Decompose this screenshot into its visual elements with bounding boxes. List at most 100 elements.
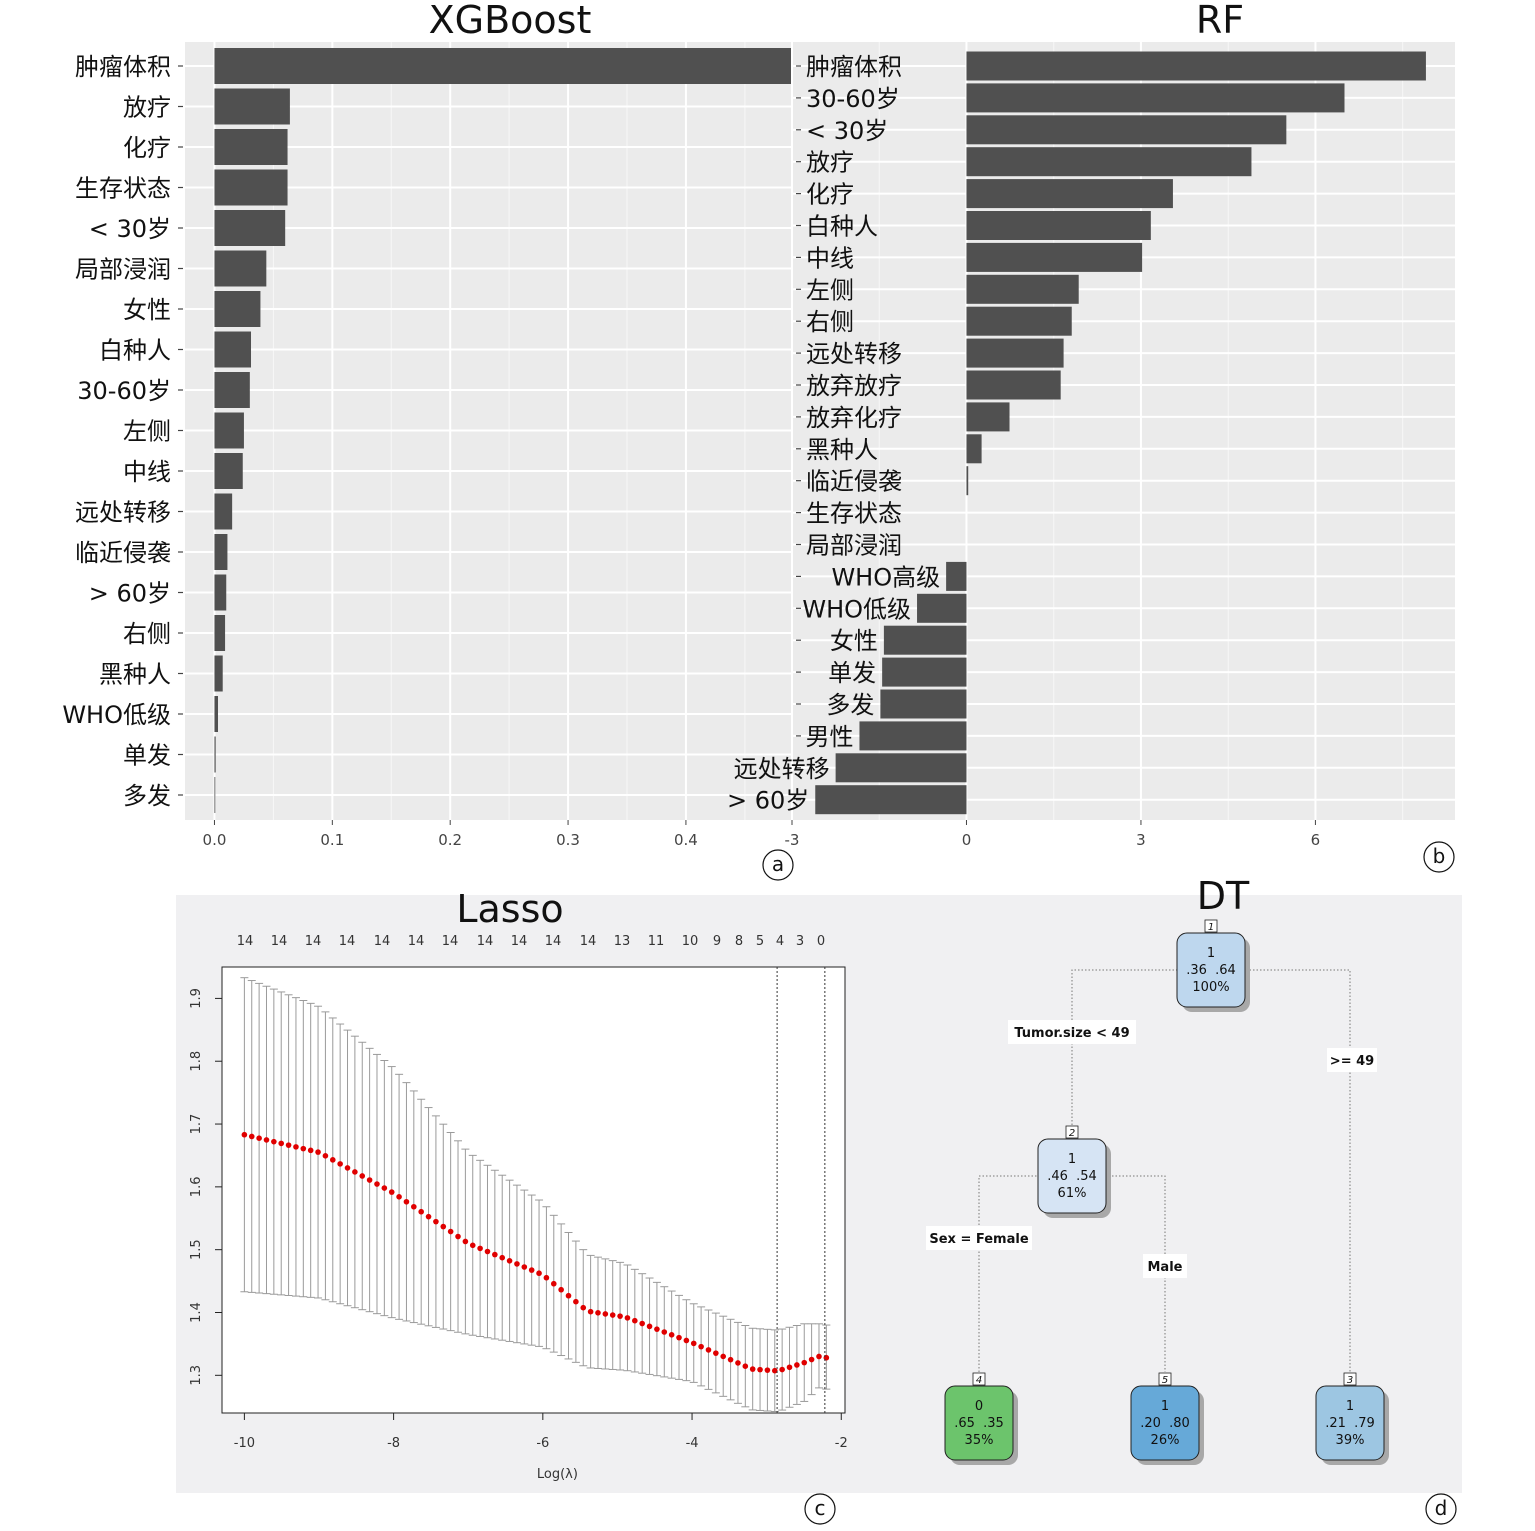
xgb-bar	[214, 412, 244, 449]
lasso-point	[764, 1367, 771, 1373]
dt-node-probs: .46 .54	[1047, 1169, 1097, 1184]
lasso-top-axis-label: 3	[796, 934, 804, 949]
dt-node-id: 3	[1347, 1375, 1353, 1386]
rf-x-tick-label: -3	[785, 831, 800, 849]
rf-bar	[882, 657, 967, 687]
lasso-point	[447, 1228, 454, 1235]
panel-marker-b: b	[1423, 841, 1455, 873]
xgb-category-label: 30-60岁	[77, 377, 171, 405]
lasso-point	[455, 1233, 461, 1240]
xgb-category-label: 黑种人	[99, 661, 171, 689]
rf-category-label: WHO低级	[802, 595, 911, 623]
lasso-point	[639, 1320, 645, 1327]
panel-marker-d: d	[1425, 1493, 1457, 1525]
lasso-point	[536, 1270, 542, 1277]
lasso-title: Lasso	[456, 887, 563, 931]
rf-bar	[966, 370, 1061, 400]
rf-category-label: 远处转移	[734, 755, 830, 783]
lasso-point	[558, 1286, 564, 1293]
decision-tree-chart: Tumor.size < 49 >= 49 Sex = Female Male 1 1 .3…	[926, 919, 1389, 1465]
lasso-point	[661, 1329, 668, 1335]
rf-bar	[883, 625, 967, 655]
lasso-point	[388, 1189, 395, 1195]
lasso-point	[565, 1292, 572, 1299]
panel-marker-c: c	[804, 1493, 836, 1525]
lasso-x-tick-label: -4	[686, 1436, 699, 1451]
lasso-point	[550, 1280, 557, 1287]
xgb-category-label: 局部浸润	[75, 256, 171, 284]
rf-category-label: > 60岁	[727, 787, 809, 815]
lasso-point	[742, 1363, 749, 1369]
xgb-bar	[214, 291, 261, 327]
lasso-point	[484, 1248, 491, 1255]
lasso-x-tick-label: -8	[387, 1436, 400, 1451]
lasso-point	[381, 1185, 388, 1191]
lasso-point	[573, 1298, 579, 1305]
dt-node-id-box	[1065, 1125, 1079, 1139]
xgb-x-tick-label: 0.3	[556, 831, 580, 849]
rf-bar	[815, 785, 967, 815]
rf-bar	[966, 115, 1287, 145]
lasso-point	[801, 1359, 808, 1366]
lasso-point	[492, 1251, 498, 1258]
lasso-point	[271, 1138, 277, 1145]
dt-split-label: Sex = Female	[929, 1232, 1028, 1247]
lasso-point	[411, 1203, 417, 1210]
xgb-bar	[214, 453, 243, 489]
dt-node-id: 4	[976, 1375, 982, 1386]
lasso-point	[514, 1261, 520, 1267]
xgb-category-label: 多发	[123, 782, 171, 810]
rf-bar	[946, 561, 967, 591]
dt-node	[1037, 1138, 1107, 1214]
xgb-bar	[214, 655, 223, 692]
lasso-point	[528, 1267, 535, 1273]
rf-category-label: 黑种人	[806, 436, 878, 464]
lasso-y-tick-label: 1.4	[189, 1302, 204, 1323]
rf-title: RF	[1196, 0, 1244, 42]
xgb-category-label: 生存状态	[75, 175, 171, 203]
dt-node-class: 0	[975, 1399, 983, 1414]
rf-category-label: 化疗	[806, 181, 854, 209]
dt-split-label-box	[926, 1226, 1032, 1250]
lasso-top-axis-label: 0	[817, 934, 825, 949]
lasso-point	[595, 1310, 601, 1316]
lasso-point	[366, 1177, 373, 1183]
rf-category-label: 放弃放疗	[806, 372, 902, 400]
rf-category-label: 远处转移	[806, 340, 902, 368]
dt-title: DT	[1197, 874, 1250, 918]
rf-category-label: 临近侵袭	[806, 468, 902, 496]
xgb-bar	[214, 210, 286, 246]
xgb-category-label: 化疗	[123, 134, 171, 162]
panel-marker-a: a	[762, 849, 794, 881]
dt-node-probs: .21 .79	[1325, 1416, 1375, 1431]
lasso-top-axis-label: 14	[305, 934, 322, 949]
rf-bar	[966, 274, 1079, 304]
rf-x-tick-label: 6	[1311, 831, 1321, 849]
xgb-category-label: 左侧	[123, 418, 171, 446]
lasso-point	[477, 1245, 483, 1252]
dt-node-probs: .20 .80	[1140, 1416, 1190, 1431]
dt-split-label-box	[1008, 1020, 1136, 1044]
dt-split-label: >= 49	[1330, 1054, 1374, 1069]
lasso-point	[735, 1360, 741, 1366]
lasso-top-axis-label: 8	[735, 934, 743, 949]
dt-node-percent: 39%	[1336, 1433, 1365, 1448]
lasso-plot-frame	[221, 966, 846, 1414]
lasso-point	[580, 1304, 587, 1311]
rf-category-label: 多发	[826, 691, 874, 719]
dt-split-label: Tumor.size < 49	[1014, 1026, 1129, 1041]
lasso-point	[293, 1144, 299, 1150]
xgb-bar	[214, 331, 252, 368]
lasso-point	[337, 1161, 343, 1167]
rf-bar	[966, 179, 1173, 209]
xgb-bar	[214, 250, 267, 287]
rf-bar	[966, 306, 1072, 336]
dt-node-id-box	[972, 1372, 986, 1386]
rf-category-label: 肿瘤体积	[806, 53, 902, 81]
dt-node-percent: 61%	[1058, 1186, 1087, 1201]
rf-category-label: 女性	[830, 627, 878, 655]
lasso-point	[808, 1356, 815, 1363]
rf-category-label: 左侧	[806, 276, 854, 304]
lasso-point	[248, 1133, 255, 1140]
lasso-point	[654, 1326, 660, 1332]
